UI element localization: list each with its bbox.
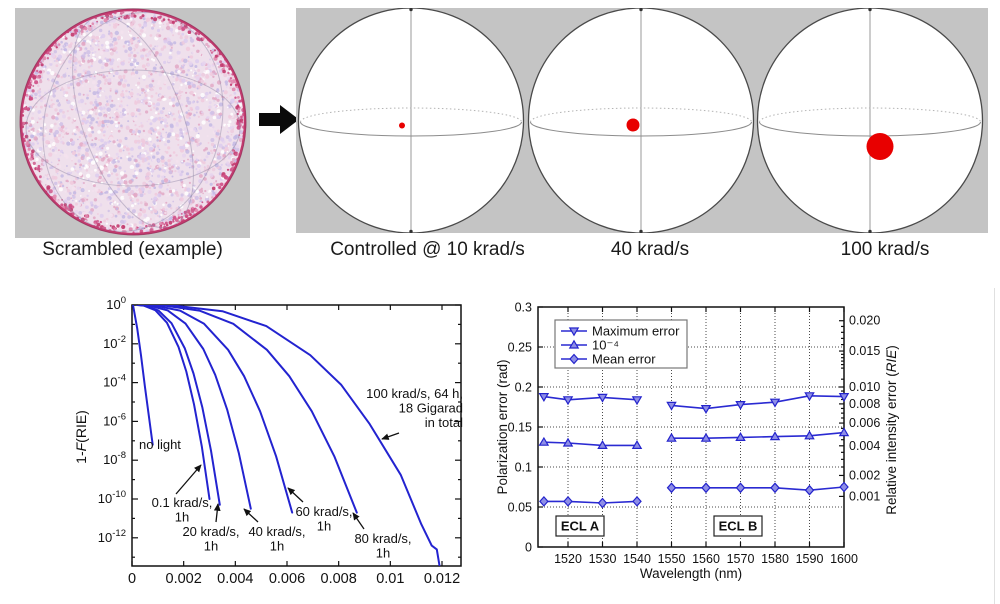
left-y-axis-label: Polarization error (rad) [495,359,510,494]
svg-text:0.001: 0.001 [849,489,880,503]
svg-text:ECL A: ECL A [561,519,600,534]
svg-text:Maximum error: Maximum error [592,324,680,339]
poincare-sphere-3 [756,8,984,233]
svg-text:0.006: 0.006 [849,416,880,430]
svg-text:40 krad/s,1h: 40 krad/s, 1h [248,524,305,554]
svg-text:0: 0 [525,541,532,555]
svg-text:0: 0 [128,571,136,587]
wavelength-error-chart: 1520 1530 1540 1550 1560 1570 1580 1590 1600 0 0.0… [495,301,899,582]
svg-text:10-2: 10-2 [103,334,126,351]
svg-text:no light: no light [139,437,181,452]
svg-text:0.1: 0.1 [515,461,532,475]
svg-text:80 krad/s,1h: 80 krad/s, 1h [354,531,411,561]
svg-text:0.1 krad/s,1h: 0.1 krad/s, 1h [152,495,213,525]
svg-text:0.2: 0.2 [515,381,532,395]
curve-60-krad-s-1h [141,305,294,514]
svg-text:1530: 1530 [589,552,617,566]
svg-text:1540: 1540 [623,552,651,566]
svg-text:1570: 1570 [727,552,755,566]
series-mean-error [539,481,849,509]
svg-text:0.01: 0.01 [376,571,404,587]
svg-text:1560: 1560 [692,552,720,566]
poincare-sphere-2 [527,8,755,233]
figure-edge-line [994,288,995,604]
rie-cdf-chart: 0 0.002 0.004 0.006 0.008 0.01 0.012 100 10-2 10-… [73,295,463,587]
axis-ticks [131,304,461,566]
svg-text:0.25: 0.25 [508,341,532,355]
svg-text:1520: 1520 [554,552,582,566]
caption-40krads: 40 krad/s [610,239,690,260]
svg-text:ECL B: ECL B [719,519,758,534]
svg-text:1550: 1550 [658,552,686,566]
svg-text:10-4: 10-4 [103,373,126,390]
svg-text:10⁻⁴: 10⁻⁴ [592,338,619,353]
curve-20-krad-s-1h [137,305,221,506]
axis-ticks [538,306,845,548]
right-arrow-icon [259,105,299,134]
svg-text:0.002: 0.002 [849,468,880,482]
svg-text:0.004: 0.004 [849,439,880,453]
svg-text:0.05: 0.05 [508,501,532,515]
svg-text:100: 100 [106,295,126,312]
caption-scrambled: Scrambled (example) [42,239,223,260]
svg-text:0.012: 0.012 [424,571,460,587]
svg-text:10-6: 10-6 [103,411,126,428]
svg-text:0.006: 0.006 [269,571,305,587]
polarization-state-dot [866,133,894,160]
svg-text:0.3: 0.3 [515,301,532,315]
svg-text:0.010: 0.010 [849,380,880,394]
svg-text:10-12: 10-12 [98,528,126,545]
svg-text:20 krad/s,1h: 20 krad/s, 1h [182,524,239,554]
group-label-ecl-a: ECL A [555,515,605,537]
polarization-state-dot [399,122,405,129]
svg-text:0.002: 0.002 [166,571,202,587]
svg-text:0.008: 0.008 [849,397,880,411]
series-maximum-error [538,392,850,414]
caption-controlled-10krads: Controlled @ 10 krad/s [330,239,525,260]
curve-100-krad-s-64-h-18-gigarad-in-total [146,305,441,566]
svg-text:0.015: 0.015 [849,344,880,358]
cdf-curves [132,305,441,566]
curve-no-light [132,305,154,446]
poincare-sphere-1 [297,8,525,233]
curve-40-krad-s-1h [138,305,252,510]
scrambled-noise [20,9,246,235]
svg-text:1600: 1600 [830,552,858,566]
group-label-ecl-b: ECL B [713,515,763,537]
y-axis-label: 1-F(RIE) [73,410,89,464]
svg-text:60 krad/s,1h: 60 krad/s, 1h [295,504,352,534]
svg-text:0.004: 0.004 [217,571,253,587]
svg-text:0.020: 0.020 [849,314,880,328]
svg-text:10-10: 10-10 [98,489,126,506]
polarization-state-dot [626,118,640,132]
right-y-axis-label: Relative intensity error (RIE) [884,345,899,515]
svg-text:0.008: 0.008 [321,571,357,587]
svg-text:1580: 1580 [761,552,789,566]
svg-text:10-8: 10-8 [103,450,126,467]
axes-box [131,304,462,567]
caption-100krads: 100 krad/s [840,239,930,260]
axis-tick-labels: 0 0.002 0.004 0.006 0.008 0.01 0.012 100 10-2 10-… [98,295,460,587]
svg-text:Mean error: Mean error [592,352,656,367]
controlled-poincare-spheres-figure [296,8,988,233]
svg-text:1590: 1590 [796,552,824,566]
x-axis-label: Wavelength (nm) [640,566,742,581]
scrambled-poincare-sphere-figure [15,8,250,238]
axis-tick-labels: 1520 1530 1540 1550 1560 1570 1580 1590 1600 0 0.0… [508,301,881,567]
svg-text:0.15: 0.15 [508,421,532,435]
curve-80-krad-s-1h [143,305,358,514]
series-10- [538,427,850,449]
